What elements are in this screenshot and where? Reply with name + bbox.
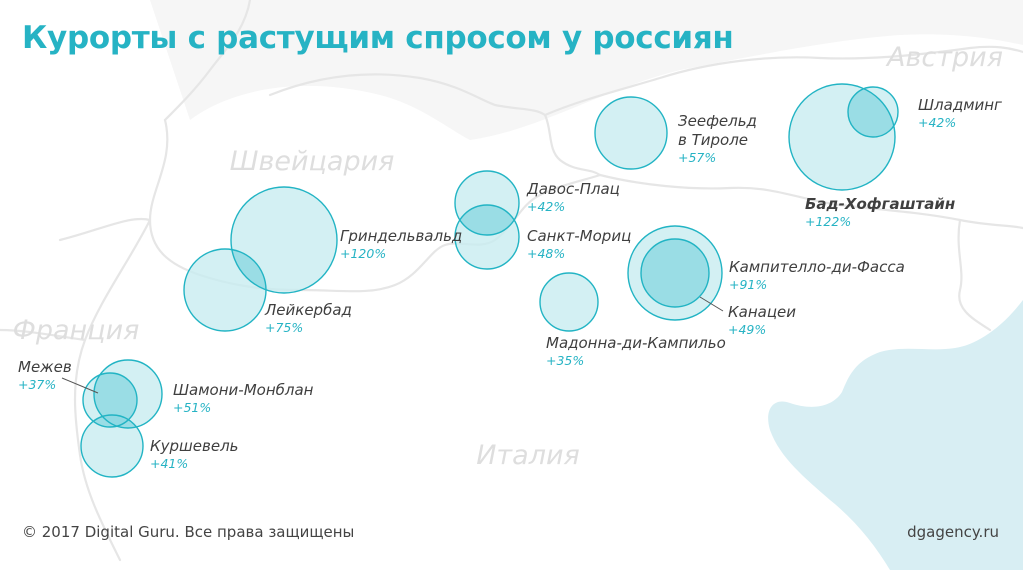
resort-name: Кампителло-ди-Фасса: [729, 258, 905, 276]
resort-bubble[interactable]: [595, 97, 667, 169]
resort-bubble[interactable]: [81, 415, 143, 477]
border-ch-it: [148, 118, 602, 293]
resort-name: Санкт-Мориц: [527, 227, 631, 245]
resort-bubble-outline: [454, 170, 520, 236]
resort-name: Лейкербад: [264, 301, 352, 319]
border-fr-inner: [0, 328, 87, 342]
resort-bubble-outline: [594, 96, 668, 170]
resort-name: Межев: [18, 358, 72, 376]
resort-growth: +42%: [527, 199, 565, 214]
country-labels: Австрия Швейцария Франция Италия: [13, 42, 1003, 471]
border-fr-it: [73, 218, 152, 562]
resort-name: Гриндельвальд: [340, 227, 462, 245]
border-ch-at: [543, 113, 602, 177]
country-label: Австрия: [885, 42, 1003, 73]
resort-bubble-outline: [627, 225, 723, 321]
country-label: Франция: [13, 315, 140, 346]
border-ch-inner: [58, 217, 152, 242]
leader-line: [61, 377, 99, 394]
border-it-si: [957, 218, 992, 332]
resort-growth: +42%: [918, 115, 956, 130]
resort-bubble-outline: [539, 272, 599, 332]
resort-bubble[interactable]: [540, 273, 598, 331]
border-fr-ch-north: [163, 0, 252, 122]
resort-name: Зеефельд: [678, 112, 757, 130]
resort-bubble-outline: [454, 204, 520, 270]
resort-bubble-outline: [80, 414, 144, 478]
resort-growth: +120%: [340, 246, 386, 261]
bubble-overlap: [231, 249, 266, 293]
resort-name: Канацеи: [728, 303, 796, 321]
alps-ridge-shadow: [150, 0, 1023, 140]
site-link[interactable]: dgagency.ru: [907, 523, 999, 541]
resort-labels: Гриндельвальд+120% Лейкербад+75% Межев+37%…: [18, 96, 1002, 471]
resort-growth: +48%: [527, 246, 565, 261]
resort-name: Давос-Плац: [526, 180, 620, 198]
bubble-overlap: [455, 205, 519, 235]
bubble-overlap: [848, 87, 895, 137]
resort-growth: +91%: [729, 277, 767, 292]
resort-growth: +49%: [728, 322, 766, 337]
bubble-overlap: [641, 239, 709, 307]
leader-line: [699, 296, 724, 312]
resort-name: Бад-Хофгаштайн: [805, 195, 955, 213]
resort-bubble-outline: [788, 83, 896, 191]
resort-growth: +75%: [265, 320, 303, 335]
resort-bubble-outline: [93, 359, 163, 429]
resort-bubble-outline: [230, 186, 338, 294]
adriatic-sea: [768, 300, 1023, 570]
resort-bubble-outline: [640, 238, 710, 308]
country-label: Швейцария: [230, 146, 395, 177]
resort-name: Шладминг: [918, 96, 1002, 114]
page-title: Курорты с растущим спросом у россиян: [22, 20, 734, 56]
resort-growth: +51%: [173, 400, 211, 415]
copyright-text: © 2017 Digital Guru. Все права защищены: [22, 523, 355, 541]
border-ch-de: [268, 73, 547, 117]
resort-name: Шамони-Монблан: [173, 381, 314, 399]
resort-growth: +37%: [18, 377, 56, 392]
border-at-de: [543, 45, 1023, 117]
resort-name: Мадонна-ди-Кампильо: [546, 334, 726, 352]
resort-name: Куршевель: [150, 437, 239, 455]
resort-bubbles: [80, 83, 899, 478]
country-label: Италия: [476, 440, 580, 471]
bubble-overlap: [94, 373, 137, 427]
resort-growth: +122%: [805, 214, 851, 229]
border-at-it: [598, 173, 1023, 230]
resort-growth: +41%: [150, 456, 188, 471]
resort-growth: +57%: [678, 150, 716, 165]
resort-name: в Тироле: [678, 131, 748, 149]
resort-bubble-outline: [847, 86, 899, 138]
resort-bubble-outline: [82, 372, 138, 428]
resort-growth: +35%: [546, 353, 584, 368]
resort-bubble-outline: [183, 248, 267, 332]
